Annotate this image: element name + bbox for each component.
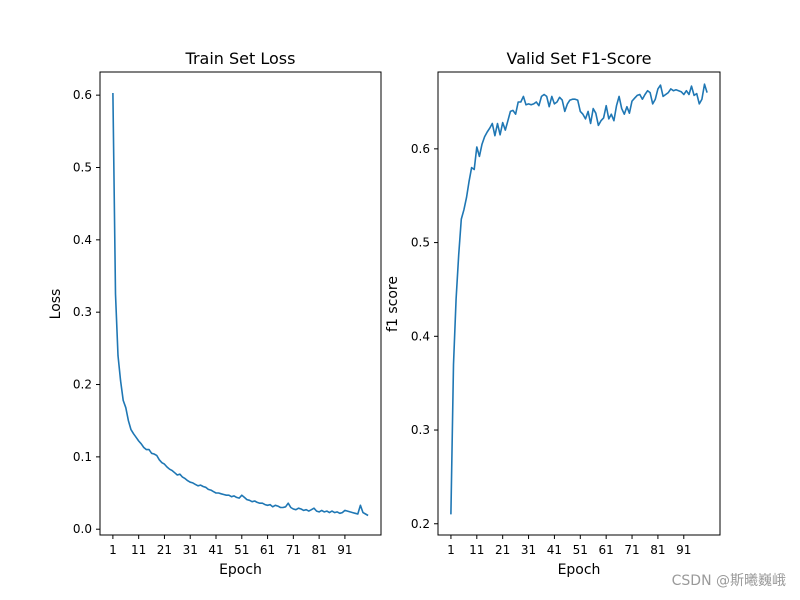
x-tick-label: 41 [208, 543, 223, 557]
x-tick-label: 61 [260, 543, 275, 557]
x-tick-label: 1 [109, 543, 117, 557]
plot-frame [99, 71, 382, 536]
x-tick-label: 21 [495, 543, 510, 557]
x-tick-label: 81 [311, 543, 326, 557]
x-tick-label: 41 [547, 543, 562, 557]
x-tick-label: 71 [286, 543, 301, 557]
x-axis-label: Epoch [558, 562, 601, 578]
watermark-text: CSDN @斯曦巍峨 [671, 573, 786, 589]
y-tick-label: 0.5 [73, 160, 92, 174]
x-tick-label: 11 [469, 543, 484, 557]
y-axis-label: Loss [48, 289, 64, 320]
x-tick-label: 31 [183, 543, 198, 557]
y-tick-label: 0.2 [73, 378, 92, 392]
y-axis-label: f1 score [385, 276, 401, 332]
y-tick-label: 0.6 [73, 88, 92, 102]
y-tick-label: 0.2 [411, 517, 430, 531]
f1-series-line [450, 83, 708, 515]
y-tick-label: 0.1 [73, 450, 92, 464]
x-axis-label: Epoch [219, 562, 262, 578]
x-tick-label: 51 [234, 543, 249, 557]
chart-title: Valid Set F1-Score [507, 49, 652, 68]
x-tick-label: 61 [599, 543, 614, 557]
x-tick-label: 91 [676, 543, 691, 557]
y-tick-label: 0.3 [411, 423, 430, 437]
plot-frame [437, 71, 721, 536]
x-tick-label: 31 [521, 543, 536, 557]
x-tick-label: 11 [131, 543, 146, 557]
x-tick-label: 71 [624, 543, 639, 557]
x-tick-label: 91 [337, 543, 352, 557]
loss-series-line [112, 92, 369, 517]
chart-title: Train Set Loss [185, 49, 296, 68]
x-tick-label: 21 [157, 543, 172, 557]
y-tick-label: 0.0 [73, 522, 92, 536]
x-tick-label: 1 [447, 543, 455, 557]
x-tick-label: 51 [573, 543, 588, 557]
valid-f1-chart: Valid Set F1-Score Epoch f1 score 1 11 21 3… [385, 49, 721, 578]
axis-ticks: 1 11 21 31 41 51 61 71 81 910.20.30.40.50.6 [411, 142, 692, 557]
y-tick-label: 0.6 [411, 142, 430, 156]
axis-ticks: 1 11 21 31 41 51 61 71 81 910.00.10.20.30.40.50.6 [73, 88, 353, 557]
y-tick-label: 0.3 [73, 305, 92, 319]
x-tick-label: 81 [650, 543, 665, 557]
y-tick-label: 0.4 [411, 329, 430, 343]
y-tick-label: 0.5 [411, 236, 430, 250]
y-tick-label: 0.4 [73, 233, 92, 247]
train-loss-chart: Train Set Loss Epoch Loss 1 11 21 31 41 51 61 7… [48, 49, 382, 578]
